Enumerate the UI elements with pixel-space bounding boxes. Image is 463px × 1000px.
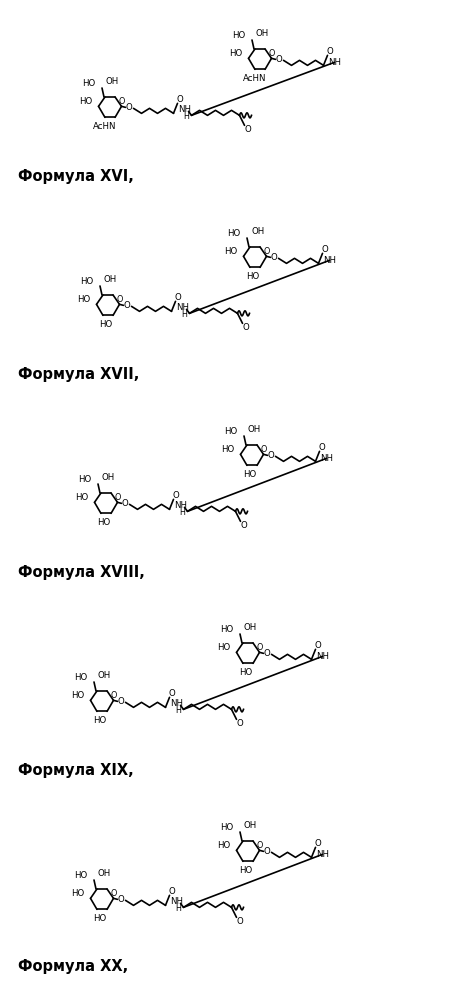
Text: HO: HO [227,229,240,237]
Text: Формула XIX,: Формула XIX, [18,762,134,778]
Text: H: H [175,706,181,715]
Text: H: H [181,310,188,319]
Text: HO: HO [100,320,113,329]
Text: H: H [180,508,186,517]
Text: OH: OH [248,426,261,434]
Text: H: H [175,904,181,913]
Text: O: O [314,641,321,650]
Text: O: O [168,689,175,698]
Text: O: O [172,491,179,500]
Text: HO: HO [221,445,234,454]
Text: O: O [244,125,251,134]
Text: O: O [121,499,128,508]
Text: HO: HO [74,672,87,682]
Text: OH: OH [244,822,257,830]
Text: O: O [125,103,132,112]
Text: HO: HO [220,624,233,634]
Text: O: O [275,55,282,64]
Text: NH: NH [174,501,187,510]
Text: HO: HO [224,247,238,256]
Text: OH: OH [244,624,257,633]
Text: O: O [110,691,117,700]
Text: OH: OH [98,869,111,879]
Text: HO: HO [239,668,253,677]
Text: O: O [176,95,183,104]
Text: O: O [256,643,263,652]
Text: NH: NH [316,652,329,661]
Text: O: O [268,49,275,58]
Text: OH: OH [102,474,115,483]
Text: HO: HO [77,295,90,304]
Text: O: O [267,451,274,460]
Text: OH: OH [251,228,264,236]
Text: NH: NH [170,699,183,708]
Text: HO: HO [82,79,95,88]
Text: Формула XX,: Формула XX, [18,960,128,974]
Text: O: O [168,887,175,896]
Text: HO: HO [71,889,85,898]
Text: HO: HO [239,866,253,875]
Text: NH: NH [316,850,329,859]
Text: OH: OH [256,29,269,38]
Text: O: O [240,521,247,530]
Text: Формула XVI,: Формула XVI, [18,169,134,184]
Text: O: O [116,295,123,304]
Text: O: O [263,247,269,256]
Text: HO: HO [71,691,85,700]
Text: H: H [183,112,189,121]
Text: HO: HO [78,475,91,484]
Text: AcHN: AcHN [93,122,117,131]
Text: HO: HO [217,643,231,652]
Text: HO: HO [75,493,88,502]
Text: HO: HO [224,426,237,436]
Text: Формула XVIII,: Формула XVIII, [18,564,145,580]
Text: O: O [270,253,277,262]
Text: O: O [174,293,181,302]
Text: OH: OH [106,78,119,87]
Text: O: O [117,895,124,904]
Text: O: O [118,97,125,106]
Text: HO: HO [217,841,231,850]
Text: O: O [326,47,333,56]
Text: Формула XVII,: Формула XVII, [18,366,139,381]
Text: HO: HO [244,470,257,479]
Text: O: O [314,839,321,848]
Text: HO: HO [79,97,93,106]
Text: AcHN: AcHN [243,74,267,83]
Text: O: O [123,301,130,310]
Text: HO: HO [74,870,87,880]
Text: O: O [321,245,328,254]
Text: NH: NH [328,58,341,67]
Text: O: O [318,443,325,452]
Text: NH: NH [170,897,183,906]
Text: O: O [114,493,120,502]
Text: O: O [263,847,270,856]
Text: O: O [263,649,270,658]
Text: HO: HO [80,276,93,286]
Text: HO: HO [97,518,111,527]
Text: NH: NH [320,454,333,463]
Text: O: O [236,719,243,728]
Text: O: O [110,889,117,898]
Text: HO: HO [232,30,245,39]
Text: HO: HO [94,716,106,725]
Text: NH: NH [323,256,336,265]
Text: O: O [236,917,243,926]
Text: OH: OH [104,275,117,284]
Text: HO: HO [229,49,243,58]
Text: O: O [117,697,124,706]
Text: HO: HO [246,272,260,281]
Text: O: O [256,841,263,850]
Text: NH: NH [176,303,189,312]
Text: NH: NH [178,105,191,114]
Text: O: O [242,323,249,332]
Text: OH: OH [98,672,111,680]
Text: HO: HO [94,914,106,923]
Text: HO: HO [220,822,233,832]
Text: O: O [260,445,267,454]
